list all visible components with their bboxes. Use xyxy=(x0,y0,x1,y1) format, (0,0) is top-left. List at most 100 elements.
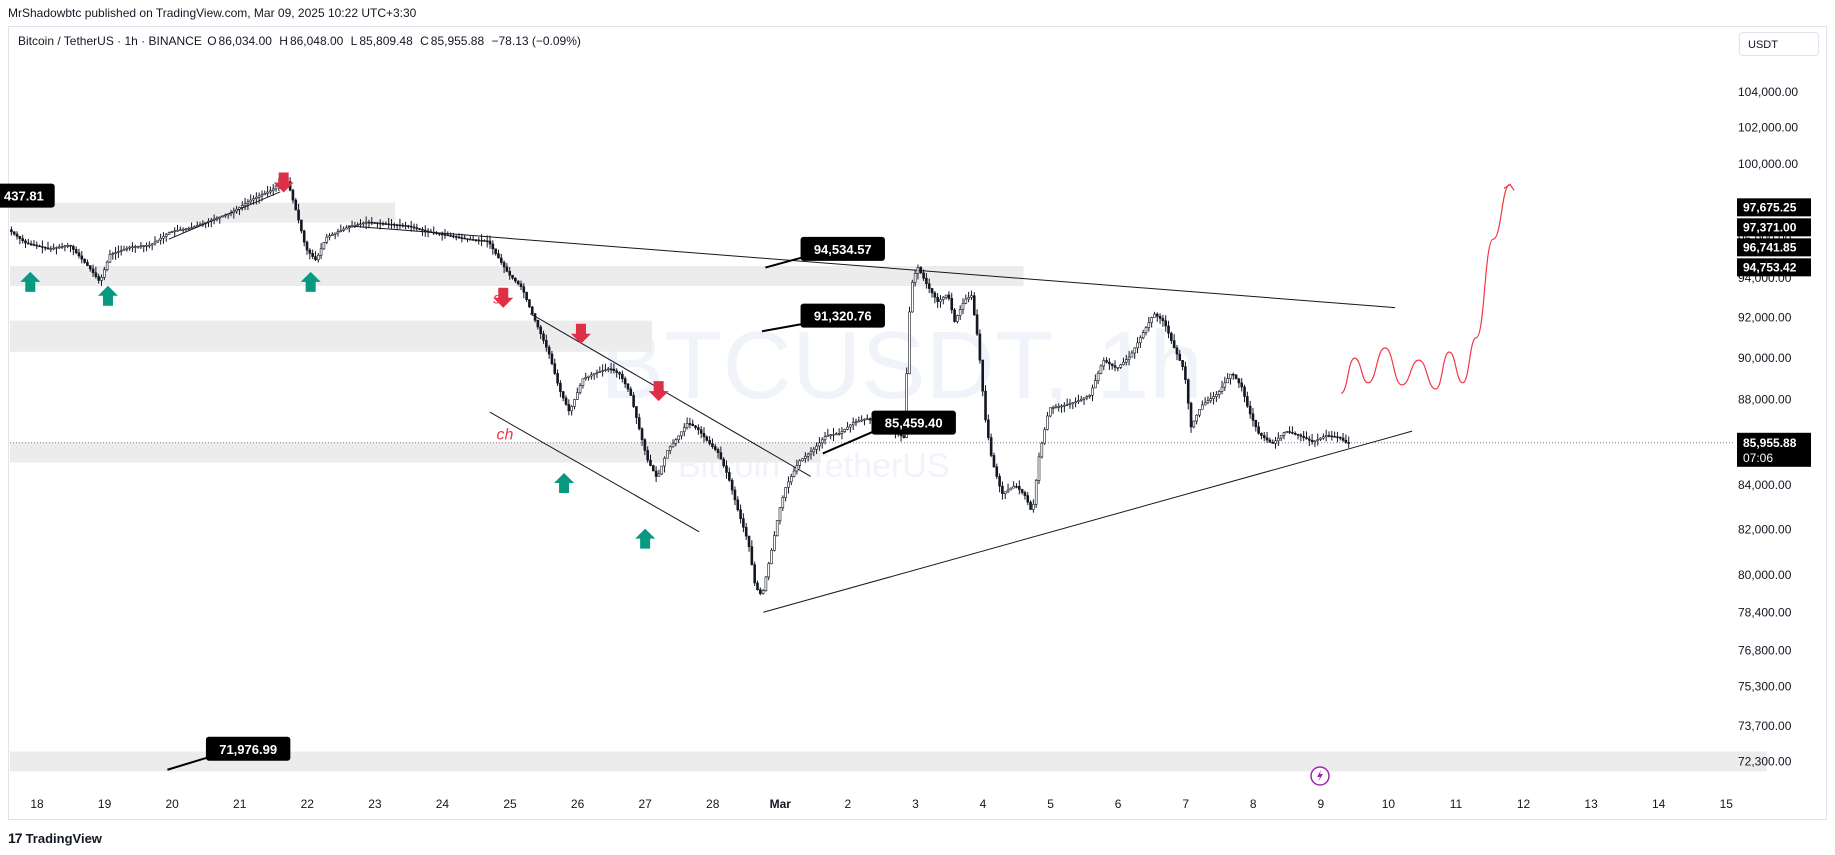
candle-body xyxy=(392,224,396,226)
candle xyxy=(722,457,725,468)
candle-body xyxy=(1071,402,1075,404)
candle-body xyxy=(1338,436,1342,439)
candle xyxy=(849,424,852,433)
candle-body xyxy=(1006,489,1010,493)
candle xyxy=(939,295,942,308)
symbol-name[interactable]: Bitcoin / TetherUS · 1h · BINANCE xyxy=(18,34,202,48)
candle xyxy=(1037,452,1041,485)
candle xyxy=(243,197,247,210)
tradingview-footer[interactable]: 17 TradingView xyxy=(8,830,102,846)
candle xyxy=(1150,316,1153,328)
candle-body xyxy=(967,297,970,300)
candle-body xyxy=(398,224,402,227)
candle xyxy=(452,232,455,239)
candle-body xyxy=(837,433,841,435)
candle xyxy=(392,222,396,229)
candle xyxy=(1291,426,1294,435)
candle xyxy=(559,380,562,398)
candle xyxy=(781,495,785,511)
candle-body xyxy=(83,258,86,263)
candle-body xyxy=(1285,431,1289,434)
candle xyxy=(835,432,838,436)
candle xyxy=(305,240,309,255)
candle-body xyxy=(156,239,160,243)
candle-body xyxy=(1310,439,1314,442)
candle-body xyxy=(835,433,838,436)
candle xyxy=(609,363,613,374)
candle-body xyxy=(207,220,210,223)
price-axis[interactable]: 104,000.00102,000.00100,000.0096,000.009… xyxy=(1738,85,1798,769)
candle xyxy=(1277,432,1280,446)
candle-body xyxy=(1158,315,1162,319)
projection-layer xyxy=(1340,183,1515,394)
candle xyxy=(162,232,165,244)
y-tick-label: 90,000.00 xyxy=(1738,351,1792,365)
candle xyxy=(1251,407,1255,427)
candle-body xyxy=(516,280,520,285)
callout-box xyxy=(871,410,956,435)
candle-body xyxy=(716,449,720,453)
candle xyxy=(463,234,466,240)
candle-body xyxy=(575,392,579,400)
candle-body xyxy=(756,582,759,591)
candle xyxy=(1237,377,1241,388)
candle xyxy=(995,463,999,480)
candle xyxy=(474,239,478,242)
candle-body xyxy=(728,472,731,481)
candle-body xyxy=(229,212,233,215)
candle xyxy=(775,520,779,537)
candle-body xyxy=(570,406,573,412)
currency-selector[interactable]: USDT xyxy=(1739,32,1819,56)
candle xyxy=(148,241,151,249)
candle-body xyxy=(944,294,948,298)
candle xyxy=(404,221,407,230)
candle xyxy=(246,198,250,210)
candle-body xyxy=(38,245,41,248)
support-resistance-zone xyxy=(10,331,652,352)
y-tick-label: 92,000.00 xyxy=(1738,311,1792,325)
candle-body xyxy=(483,240,486,242)
candle-body xyxy=(1051,406,1055,409)
right-label-box xyxy=(1737,218,1811,237)
right-price-labels: 97,675.25 97,371.00 96,741.85 94,753.42 85,9… xyxy=(1737,198,1811,467)
candle-body xyxy=(1167,325,1170,334)
candle xyxy=(156,239,160,243)
candle xyxy=(322,241,326,250)
current-price-box xyxy=(1737,432,1811,467)
candle-body xyxy=(905,373,908,438)
candle xyxy=(114,246,117,260)
time-axis[interactable]: 18 19 20 21 22 23 24 25 26 27 28 Mar 2 3 4 5 6 7 8 9 10 11 12 1… xyxy=(30,797,1733,811)
candle xyxy=(1113,360,1117,372)
candle xyxy=(407,224,410,229)
candle xyxy=(916,264,920,280)
candle xyxy=(153,236,157,246)
candle-body xyxy=(80,255,84,260)
candle-body xyxy=(240,205,244,208)
down-arrow-icon xyxy=(493,287,514,308)
candle-body xyxy=(384,223,388,225)
candle xyxy=(238,206,241,216)
candle-body xyxy=(581,378,585,386)
candle-body xyxy=(167,232,171,235)
x-tick-label: 28 xyxy=(706,797,720,811)
candle xyxy=(69,244,72,253)
candle xyxy=(575,387,579,400)
callout-pointer xyxy=(167,755,211,771)
candle-body xyxy=(685,423,689,428)
candle xyxy=(94,266,98,279)
candle xyxy=(55,246,58,255)
candle xyxy=(818,437,821,451)
candle-body xyxy=(429,231,433,233)
candle xyxy=(1077,394,1080,405)
candle xyxy=(421,226,424,237)
candle-body xyxy=(1268,439,1272,443)
candle-body xyxy=(15,233,19,237)
candle xyxy=(1229,373,1232,385)
current-price-text: 85,955.88 xyxy=(1743,436,1797,450)
candle-body xyxy=(649,459,652,466)
candle-body xyxy=(1068,403,1072,405)
candle-body xyxy=(232,210,236,214)
marker-layer: s ch 94,534.57 91,320.76 85,459.40 71,976.99 4… xyxy=(0,172,956,771)
